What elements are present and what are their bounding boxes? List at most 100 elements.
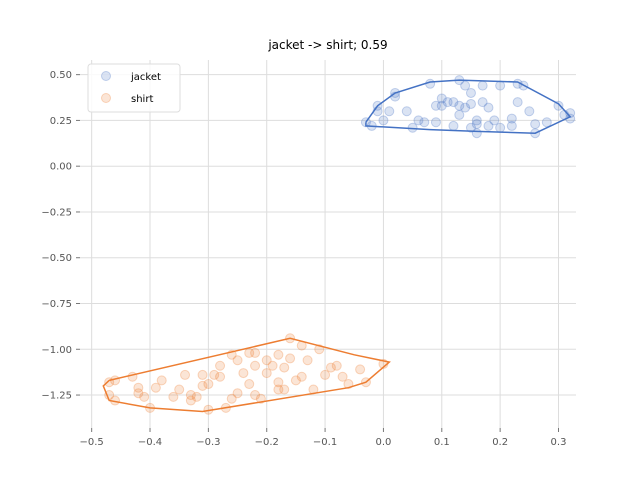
jacket-point (512, 97, 523, 108)
shirt-point (250, 347, 261, 358)
x-axis-tick-labels: −0.5 −0.4 −0.3 −0.2 −0.1 0.0 0.1 0.2 0.3 (80, 437, 567, 448)
jacket-point (506, 113, 517, 124)
jacket-point (454, 100, 465, 111)
shirt-point (285, 353, 296, 364)
shirt-point (133, 382, 144, 393)
shirt-point (156, 375, 167, 386)
shirt-point (215, 371, 226, 382)
jacket-point (442, 97, 453, 108)
shirt-point (325, 362, 336, 373)
shirt-point (215, 360, 226, 371)
jacket-point (477, 97, 488, 108)
chart-title: jacket -> shirt; 0.59 (267, 38, 387, 52)
shirt-point (203, 379, 214, 390)
jacket-point (460, 102, 471, 113)
series-shirt (102, 333, 391, 415)
shirt-point (279, 384, 290, 395)
shirt-point (250, 360, 261, 371)
x-tick-label: −0.5 (80, 437, 104, 448)
jacket-point (495, 122, 506, 133)
jacket-point (506, 120, 517, 131)
jacket-point (436, 93, 447, 104)
jacket-point (430, 100, 441, 111)
jacket-point (483, 120, 494, 131)
jacket-point (413, 115, 424, 126)
shirt-point (139, 391, 150, 402)
jacket-point (378, 115, 389, 126)
shirt-point (320, 369, 331, 380)
jacket-point (495, 80, 506, 91)
y-axis-tick-labels: 0.50 0.25 0.00 −0.25 −0.50 −0.75 −1.00 −1.25 (41, 70, 72, 401)
shirt-point (273, 384, 284, 395)
shirt-point (331, 360, 342, 371)
y-tick-label: −1.00 (41, 345, 72, 356)
shirt-point (273, 377, 284, 388)
jacket-point (471, 115, 482, 126)
y-tick-label: −0.50 (41, 253, 72, 264)
shirt-point (185, 390, 196, 401)
jacket-point (454, 109, 465, 120)
y-tick-label: 0.00 (50, 162, 72, 173)
jacket-point (384, 106, 395, 117)
shirt-point (244, 379, 255, 390)
jacket-point (425, 78, 436, 89)
y-tick-label: −1.25 (41, 391, 72, 402)
shirt-point (261, 355, 272, 366)
jacket-point (471, 119, 482, 130)
shirt-point (290, 375, 301, 386)
shirt-point (279, 362, 290, 373)
jacket-point (448, 97, 459, 108)
shirt-point (197, 380, 208, 391)
jacket-point (465, 98, 476, 109)
jacket-point (419, 117, 430, 128)
y-tick-label: 0.50 (50, 70, 72, 81)
x-tick-label: −0.4 (138, 437, 162, 448)
x-tick-label: −0.3 (196, 437, 220, 448)
legend-label-jacket: jacket (130, 72, 161, 83)
jacket-point (489, 115, 500, 126)
jacket-point (436, 100, 447, 111)
x-tick-label: 0.3 (551, 437, 567, 448)
plot-area (102, 75, 576, 415)
legend-marker-jacket (101, 71, 111, 81)
x-tick-label: −0.2 (255, 437, 279, 448)
series-jacket (360, 75, 576, 139)
jacket-point (477, 80, 488, 91)
legend-label-shirt: shirt (131, 94, 153, 105)
shirt-point (232, 355, 243, 366)
shirt-point (261, 368, 272, 379)
shirt-point (238, 368, 249, 379)
shirt-point (185, 395, 196, 406)
jacket-point (401, 106, 412, 117)
y-tick-label: 0.25 (50, 116, 72, 127)
jacket-point (465, 87, 476, 98)
shirt-point (355, 364, 366, 375)
shirt-point (133, 388, 144, 399)
jacket-point (465, 122, 476, 133)
y-tick-label: −0.25 (41, 207, 72, 218)
shirt-point (250, 390, 261, 401)
jacket-point (460, 80, 471, 91)
shirt-point (209, 369, 220, 380)
x-tick-label: 0.1 (434, 437, 450, 448)
shirt-point (174, 384, 185, 395)
legend-marker-shirt (101, 93, 111, 103)
x-tick-label: −0.1 (313, 437, 337, 448)
shirt-point (337, 371, 348, 382)
shirt-point (226, 393, 237, 404)
shirt-point (191, 391, 202, 402)
legend: jacket shirt (87, 63, 181, 113)
shirt-hull (102, 337, 391, 413)
shirt-point (302, 355, 313, 366)
grid (76, 60, 576, 432)
shirt-point (273, 349, 284, 360)
jacket-hull (365, 79, 572, 134)
jacket-point (483, 102, 494, 113)
shirt-point (180, 369, 191, 380)
legend-box (87, 63, 181, 113)
jacket-point (541, 117, 552, 128)
shirt-point (168, 391, 179, 402)
shirt-point (232, 388, 243, 399)
y-tick-label: −0.75 (41, 299, 72, 310)
